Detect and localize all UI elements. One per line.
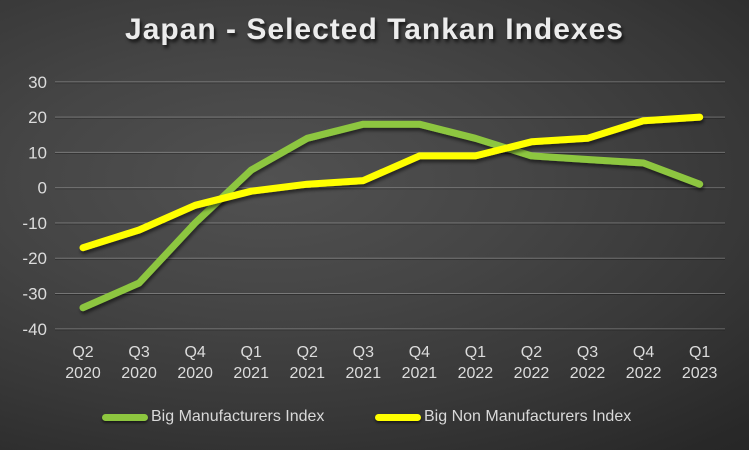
grid-layer	[55, 81, 725, 331]
y-axis-tick-label: -40	[22, 320, 47, 339]
legend-swatch-yellow-line-icon	[375, 413, 421, 421]
x-axis-tick-label: Q4 2020	[177, 344, 213, 382]
series-layer	[79, 113, 704, 312]
axis-layer: 30 20 10 0 -10 -20 -30 -40 Q2 2020 Q3 2020 Q4 2020 Q1 2…	[22, 73, 717, 382]
x-axis-tick-label: Q2 2021	[289, 344, 325, 382]
x-axis-tick-label: Q3 2022	[570, 344, 606, 382]
series-line-big-manufacturers-index	[79, 120, 704, 312]
legend-item-big-manufacturers-index: Big Manufacturers Index	[102, 404, 324, 430]
x-axis-tick-label: Q1 2022	[458, 344, 494, 382]
legend-label: Big Non Manufacturers Index	[424, 408, 632, 425]
x-axis-tick-label: Q2 2022	[514, 344, 550, 382]
x-axis-tick-label: Q3 2021	[346, 344, 382, 382]
x-axis-tick-label: Q1 2021	[233, 344, 269, 382]
y-axis-tick-label: 10	[28, 143, 47, 162]
y-axis-tick-label: -10	[22, 214, 47, 233]
legend-label: Big Manufacturers Index	[151, 408, 325, 425]
y-axis-tick-label: -30	[22, 285, 47, 304]
y-axis-tick-label: 0	[38, 179, 47, 198]
chart-legend: Big Manufacturers Index Big Non Manufact…	[0, 404, 749, 430]
x-axis-tick-label: Q4 2021	[402, 344, 438, 382]
x-axis-tick-label: Q4 2022	[626, 344, 662, 382]
x-axis-tick-label: Q2 2020	[65, 344, 101, 382]
series-line-big-non-manufacturers-index	[79, 113, 704, 252]
x-axis-tick-label: Q1 2023	[682, 344, 718, 382]
chart-title: Japan - Selected Tankan Indexes	[125, 13, 624, 46]
legend-item-big-non-manufacturers-index: Big Non Manufacturers Index	[375, 404, 631, 430]
y-axis-tick-label: 30	[28, 73, 47, 92]
legend-swatch-green-line-icon	[102, 413, 148, 421]
x-axis-tick-label: Q3 2020	[121, 344, 157, 382]
y-axis-tick-label: -20	[22, 249, 47, 268]
y-axis-tick-label: 20	[28, 108, 47, 127]
